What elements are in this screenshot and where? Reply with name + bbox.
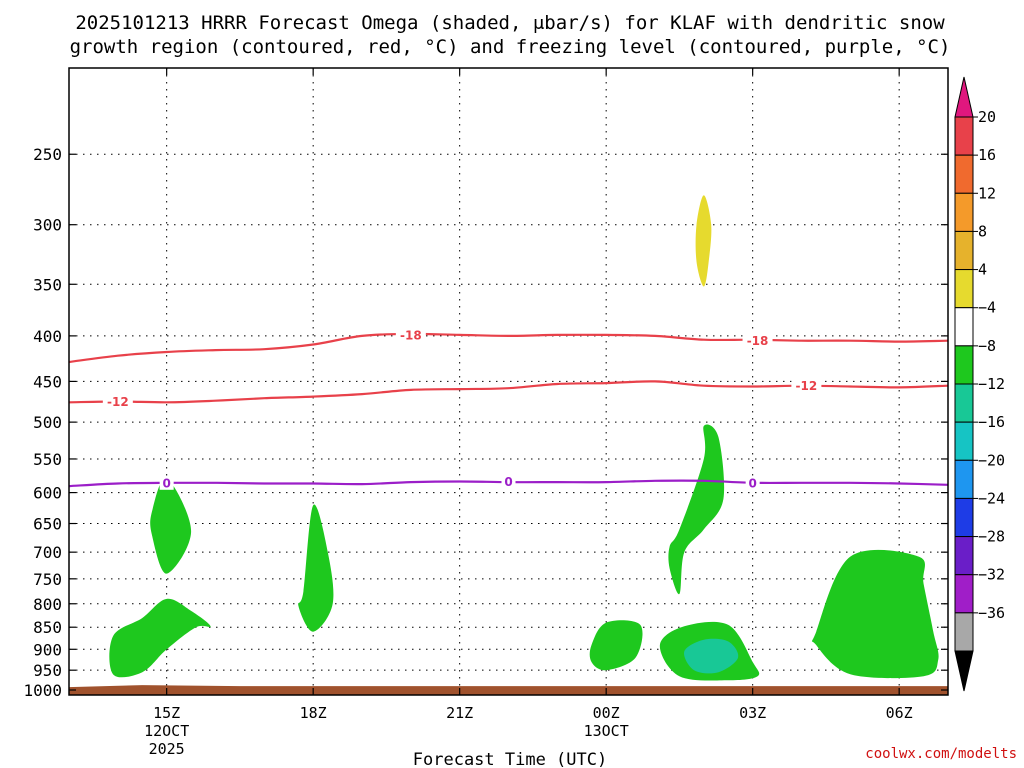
colorbar-bin: [954, 459, 974, 499]
y-tick-label: 300: [33, 216, 62, 235]
colorbar-tick-label: −20: [978, 451, 1005, 469]
x-tick-label: 03Z: [739, 704, 766, 722]
x-tick-label: 15Z: [153, 704, 180, 722]
contour-label: -12: [796, 379, 818, 393]
x-tick-label: 00Z: [593, 704, 620, 722]
colorbar-bin: [954, 536, 974, 576]
colorbar-tick-label: −32: [978, 566, 1005, 584]
contour-label-bg: [501, 474, 516, 489]
credit-text[interactable]: coolwx.com/modelts: [865, 746, 1017, 762]
colorbar-tick-label: −4: [978, 299, 996, 317]
contour-label: 0: [748, 476, 756, 490]
y-tick-label: 800: [33, 595, 62, 614]
omega-region: [589, 620, 643, 671]
y-tick-label: 900: [33, 640, 62, 659]
x-tick-label: 21Z: [446, 704, 473, 722]
contour-label: -18: [747, 334, 769, 348]
colorbar-tick-label: 16: [978, 146, 996, 164]
chart-title-line1: 2025101213 HRRR Forecast Omega (shaded, …: [75, 12, 945, 34]
y-tick-label: 750: [33, 570, 62, 589]
chart-title-line2: growth region (contoured, red, °C) and f…: [70, 36, 951, 58]
contour-label: -18: [400, 328, 422, 342]
colorbar-tick-label: −12: [978, 375, 1005, 393]
colorbar-bin: [954, 574, 974, 614]
colorbar-tick-label: 4: [978, 261, 987, 279]
y-tick-label: 550: [33, 450, 62, 469]
contour-label: 0: [504, 475, 512, 489]
colorbar-bin: [954, 116, 974, 156]
contour-label-bg: [742, 333, 773, 348]
colorbar-tick-label: −8: [978, 337, 996, 355]
y-tick-label: 650: [33, 515, 62, 534]
contour-label-bg: [102, 394, 133, 409]
omega-shading: [109, 195, 939, 681]
ground-fill: [69, 685, 948, 695]
y-tick-label: 350: [33, 275, 62, 294]
contour-labels: -18 -18 -12 -12 0 0 0: [102, 327, 822, 490]
contour-label: -12: [107, 395, 129, 409]
isotherm-line: [68, 332, 949, 364]
colorbar-tick-label: −28: [978, 528, 1005, 546]
omega-region: [298, 504, 334, 632]
omega-region: [668, 424, 725, 595]
y-tick-label: 700: [33, 543, 62, 562]
colorbar-tick-label: 20: [978, 108, 996, 126]
y-tick-label: 400: [33, 327, 62, 346]
colorbar-bin: [954, 192, 974, 232]
colorbar-bottom-arrow: [954, 650, 974, 692]
colorbar-bin: [954, 383, 974, 423]
colorbar-bin: [954, 230, 974, 271]
colorbar-bin: [954, 612, 974, 652]
contour-label-bg: [395, 327, 426, 342]
y-tick-label: 500: [33, 413, 62, 432]
colorbar-tick-label: −36: [978, 604, 1005, 622]
contour-label: 0: [162, 476, 170, 490]
colorbar-tick-label: −24: [978, 489, 1005, 507]
colorbar-tick-label: −16: [978, 413, 1005, 431]
x-tick-label: 18Z: [300, 704, 327, 722]
colorbar-tick-label: 8: [978, 222, 987, 240]
y-tick-label: 850: [33, 618, 62, 637]
omega-region: [150, 477, 192, 574]
omega-region: [695, 195, 712, 287]
x-tick-date: 13OCT: [584, 722, 629, 740]
ground-terrain: [69, 685, 948, 695]
contour-label-bg: [745, 475, 760, 490]
y-tick-label: 600: [33, 484, 62, 503]
colorbar-bin: [954, 154, 974, 194]
colorbar-tick-label: 12: [978, 184, 996, 202]
y-axis: 250 300 350 400 450 500 550 600 650 700 750 800 850 9…: [23, 145, 948, 700]
colorbar-bin: [954, 269, 974, 309]
omega-region: [109, 598, 211, 678]
y-tick-label: 1000: [23, 681, 62, 700]
colorbar-bin: [954, 345, 974, 385]
omega-region: [684, 638, 739, 674]
omega-region: [811, 549, 939, 679]
colorbar-bin: [954, 421, 974, 461]
colorbar-bin: [954, 497, 974, 538]
x-tick-label: 06Z: [886, 704, 913, 722]
y-tick-label: 450: [33, 372, 62, 391]
contour-label-bg: [159, 475, 174, 490]
x-tick-date: 12OCT: [144, 722, 189, 740]
y-tick-label: 250: [33, 145, 62, 164]
colorbar-bin: [954, 307, 974, 347]
colorbar-top-arrow: [954, 76, 974, 118]
contour-label-bg: [791, 378, 822, 393]
colorbar: 20 16 12 8 4 −4 −8 −12 −16 −20 −24 −28 −32 −36: [954, 76, 1005, 692]
x-tick-year: 2025: [149, 740, 185, 758]
y-tick-label: 950: [33, 661, 62, 680]
x-axis-label: Forecast Time (UTC): [413, 750, 607, 768]
